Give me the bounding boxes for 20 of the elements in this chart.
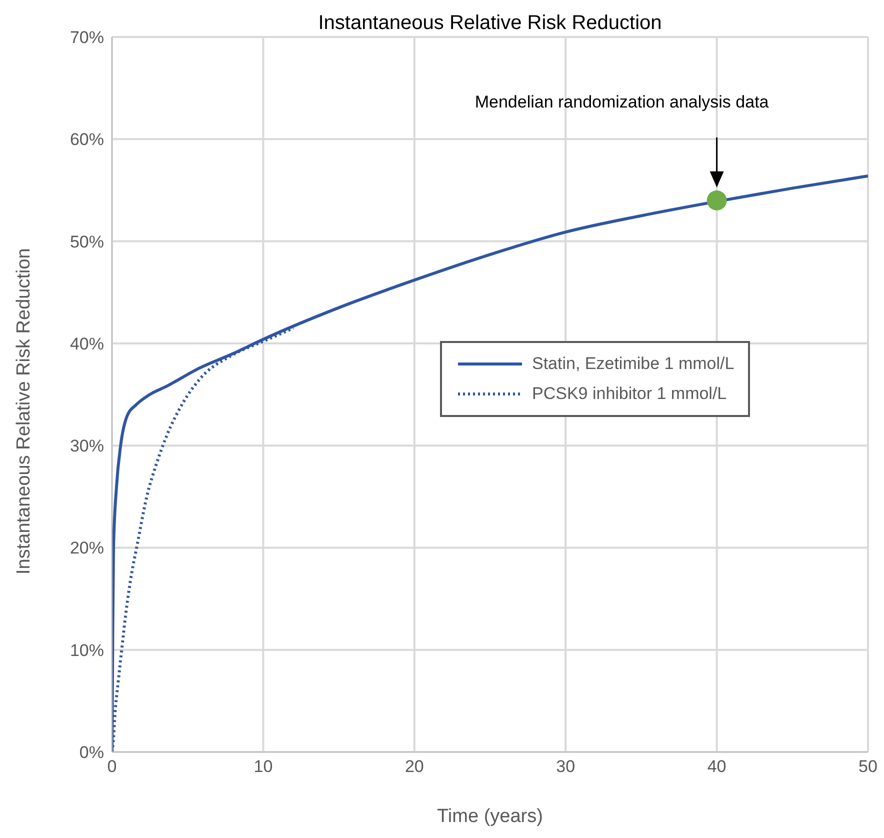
y-tick-label: 40% (70, 334, 104, 354)
annotation: Mendelian randomization analysis data (474, 92, 770, 112)
y-tick-label: 30% (70, 436, 104, 456)
x-tick-label: 30 (556, 757, 576, 776)
x-tick-label: 50 (858, 757, 878, 776)
legend-label: Statin, Ezetimibe 1 mmol/L (532, 354, 734, 374)
x-tick-label: 20 (404, 757, 424, 776)
y-tick-label: 10% (70, 640, 104, 660)
x-axis-title: Time (years) (437, 806, 543, 827)
y-tick-label: 70% (70, 28, 104, 48)
chart-title: Instantaneous Relative Risk Reduction (317, 12, 663, 35)
y-tick-label: 60% (70, 130, 104, 150)
x-tick-label: 40 (707, 757, 726, 776)
x-tick-label: 10 (254, 757, 273, 776)
y-tick-label: 0% (79, 743, 104, 762)
legend-label: PCSK9 inhibitor 1 mmol/L (532, 384, 727, 404)
y-tick-label: 50% (70, 232, 104, 252)
y-tick-label: 20% (70, 538, 104, 558)
y-axis-title: Instantaneous Relative Risk Reduction (14, 248, 35, 574)
x-tick-label: 0 (107, 757, 117, 776)
